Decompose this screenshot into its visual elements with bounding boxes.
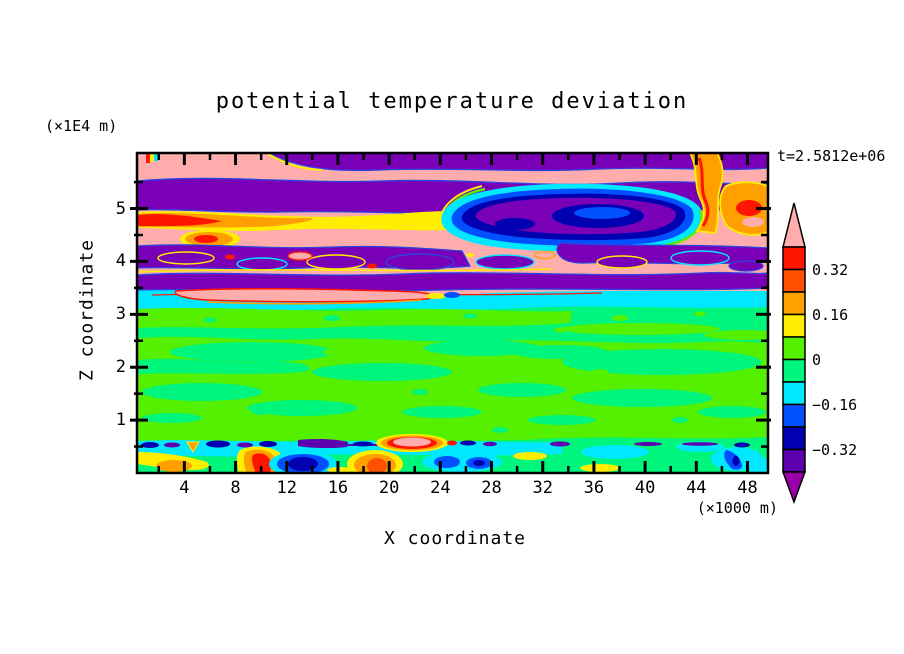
x-tick-label: 16 (327, 478, 349, 498)
time-annotation: t=2.5812e+06 (777, 147, 886, 165)
x-tick-label: 28 (481, 478, 502, 498)
x-tick-label: 40 (634, 478, 656, 498)
colorbar-arrow-top (782, 202, 806, 248)
x-tick-label: 24 (430, 478, 451, 498)
x-tick-label: 8 (230, 478, 241, 498)
colorbar-tick-label: 0.16 (812, 305, 849, 324)
colorbar-tick-label: −0.16 (812, 395, 858, 414)
colorbar-arrow-bottom (781, 471, 807, 505)
colorbar-segment (782, 403, 806, 428)
colorbar-segment (782, 246, 806, 271)
colorbar-tick-label: 0 (812, 350, 822, 369)
colorbar-tick-label: 0.32 (812, 260, 849, 279)
x-tick-label: 36 (583, 478, 605, 498)
colorbar-segment (782, 291, 806, 316)
x-axis-unit-label: (×1000 m) (696, 499, 778, 517)
x-tick-label: 44 (686, 478, 707, 498)
x-tick-label: 48 (737, 478, 758, 498)
axis-ticks (130, 153, 771, 473)
y-axis-title: Z coordinate (76, 238, 98, 382)
chart-title: potential temperature deviation (215, 89, 689, 114)
y-axis-unit-label: (×1E4 m) (45, 117, 118, 135)
colorbar-segment (782, 358, 806, 383)
x-tick-label: 32 (532, 478, 553, 498)
colorbar-segment (782, 313, 806, 338)
y-tick-label: 4 (115, 251, 126, 272)
x-axis-title: X coordinate (383, 528, 527, 549)
contour-field (137, 153, 768, 473)
y-tick-label: 5 (115, 198, 126, 219)
y-tick-label: 3 (115, 304, 126, 325)
x-tick-label: 12 (276, 478, 297, 498)
x-tick-label: 20 (378, 478, 400, 498)
colorbar-segment (782, 268, 806, 293)
colorbar-segment (782, 448, 806, 473)
y-tick-label: 1 (115, 410, 126, 431)
colorbar (781, 202, 807, 505)
y-tick-label: 2 (115, 357, 126, 378)
colorbar-segment (782, 426, 806, 451)
colorbar-segment (782, 381, 806, 406)
colorbar-tick-label: −0.32 (812, 440, 858, 459)
x-tick-label: 4 (179, 478, 190, 498)
colorbar-segment (782, 336, 806, 361)
